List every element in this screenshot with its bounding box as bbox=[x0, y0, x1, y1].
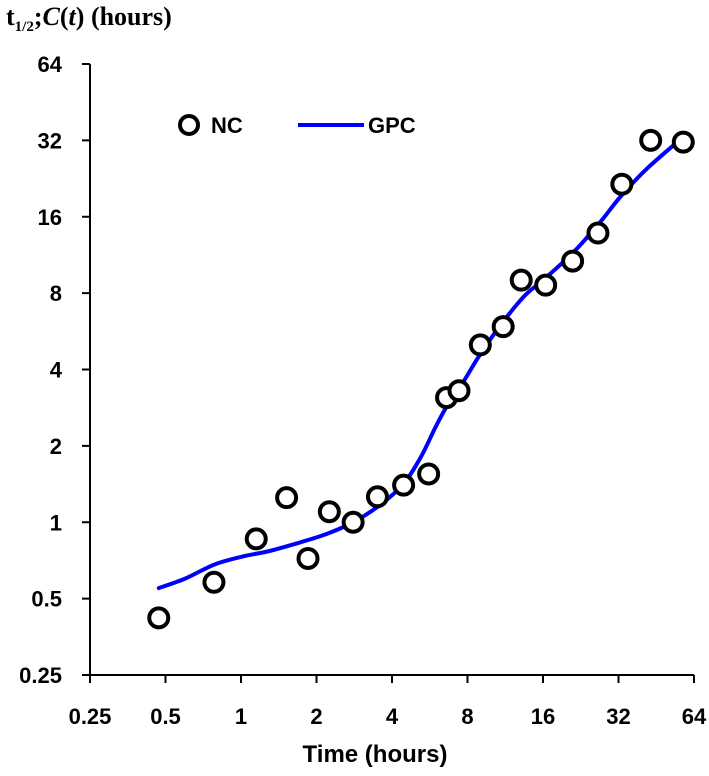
nc-point bbox=[365, 485, 389, 509]
gpc-series bbox=[156, 135, 686, 591]
x-tick-label: 1 bbox=[235, 704, 247, 729]
nc-point bbox=[468, 333, 492, 357]
nc-point bbox=[417, 462, 441, 486]
y-title-func: C bbox=[43, 2, 61, 31]
x-tick-label: 4 bbox=[386, 704, 399, 729]
nc-point bbox=[671, 130, 695, 154]
y-axis-ticks: 0.25 0.5 1 2 4 8 16 32 64 bbox=[19, 52, 90, 688]
y-title-separator: ; bbox=[34, 2, 43, 31]
gpc-line bbox=[156, 135, 686, 591]
nc-point bbox=[447, 379, 471, 403]
nc-point bbox=[491, 315, 515, 339]
x-tick-label: 8 bbox=[461, 704, 473, 729]
y-title-units: (hours) bbox=[84, 2, 171, 31]
nc-point bbox=[561, 249, 585, 273]
legend-nc-label: NC bbox=[211, 113, 243, 138]
nc-point bbox=[341, 510, 365, 534]
legend-gpc-label: GPC bbox=[368, 113, 416, 138]
x-tick-label: 0.5 bbox=[150, 704, 181, 729]
y-tick-label: 16 bbox=[38, 205, 62, 230]
nc-series bbox=[147, 128, 695, 630]
nc-point bbox=[639, 128, 663, 152]
x-axis-ticks: 0.25 0.5 1 2 4 8 16 32 64 bbox=[69, 675, 707, 729]
x-axis-title: Time (hours) bbox=[303, 741, 448, 768]
axes bbox=[89, 64, 694, 676]
nc-point bbox=[509, 268, 533, 292]
nc-point bbox=[244, 527, 268, 551]
y-tick-label: 1 bbox=[50, 510, 62, 535]
y-tick-label: 32 bbox=[38, 128, 62, 153]
nc-point bbox=[296, 546, 320, 570]
y-axis-title: t1/2;C(t) (hours) bbox=[6, 2, 172, 35]
x-tick-label: 32 bbox=[606, 704, 630, 729]
nc-point bbox=[317, 500, 341, 524]
y-title-close: ) bbox=[76, 2, 85, 31]
nc-point bbox=[586, 221, 610, 245]
y-tick-label: 0.25 bbox=[19, 663, 62, 688]
y-tick-label: 0.5 bbox=[31, 587, 62, 612]
y-tick-label: 8 bbox=[50, 281, 62, 306]
nc-point bbox=[610, 172, 634, 196]
legend: NC GPC bbox=[178, 113, 416, 138]
nc-point bbox=[202, 570, 226, 594]
y-title-open: ( bbox=[60, 2, 69, 31]
x-tick-label: 64 bbox=[682, 704, 707, 729]
y-tick-label: 2 bbox=[50, 434, 62, 459]
nc-point bbox=[392, 473, 416, 497]
x-tick-label: 16 bbox=[531, 704, 555, 729]
x-tick-label: 2 bbox=[310, 704, 322, 729]
x-tick-label: 0.25 bbox=[69, 704, 112, 729]
y-tick-label: 64 bbox=[38, 52, 63, 77]
y-title-var: t bbox=[69, 2, 77, 31]
y-title-subscript: 1/2 bbox=[15, 19, 34, 35]
y-tick-label: 4 bbox=[50, 358, 63, 383]
nc-point bbox=[275, 486, 299, 510]
y-title-prefix: t bbox=[6, 2, 15, 31]
nc-point bbox=[147, 606, 171, 630]
legend-nc-marker bbox=[178, 114, 200, 136]
nc-point bbox=[534, 273, 558, 297]
